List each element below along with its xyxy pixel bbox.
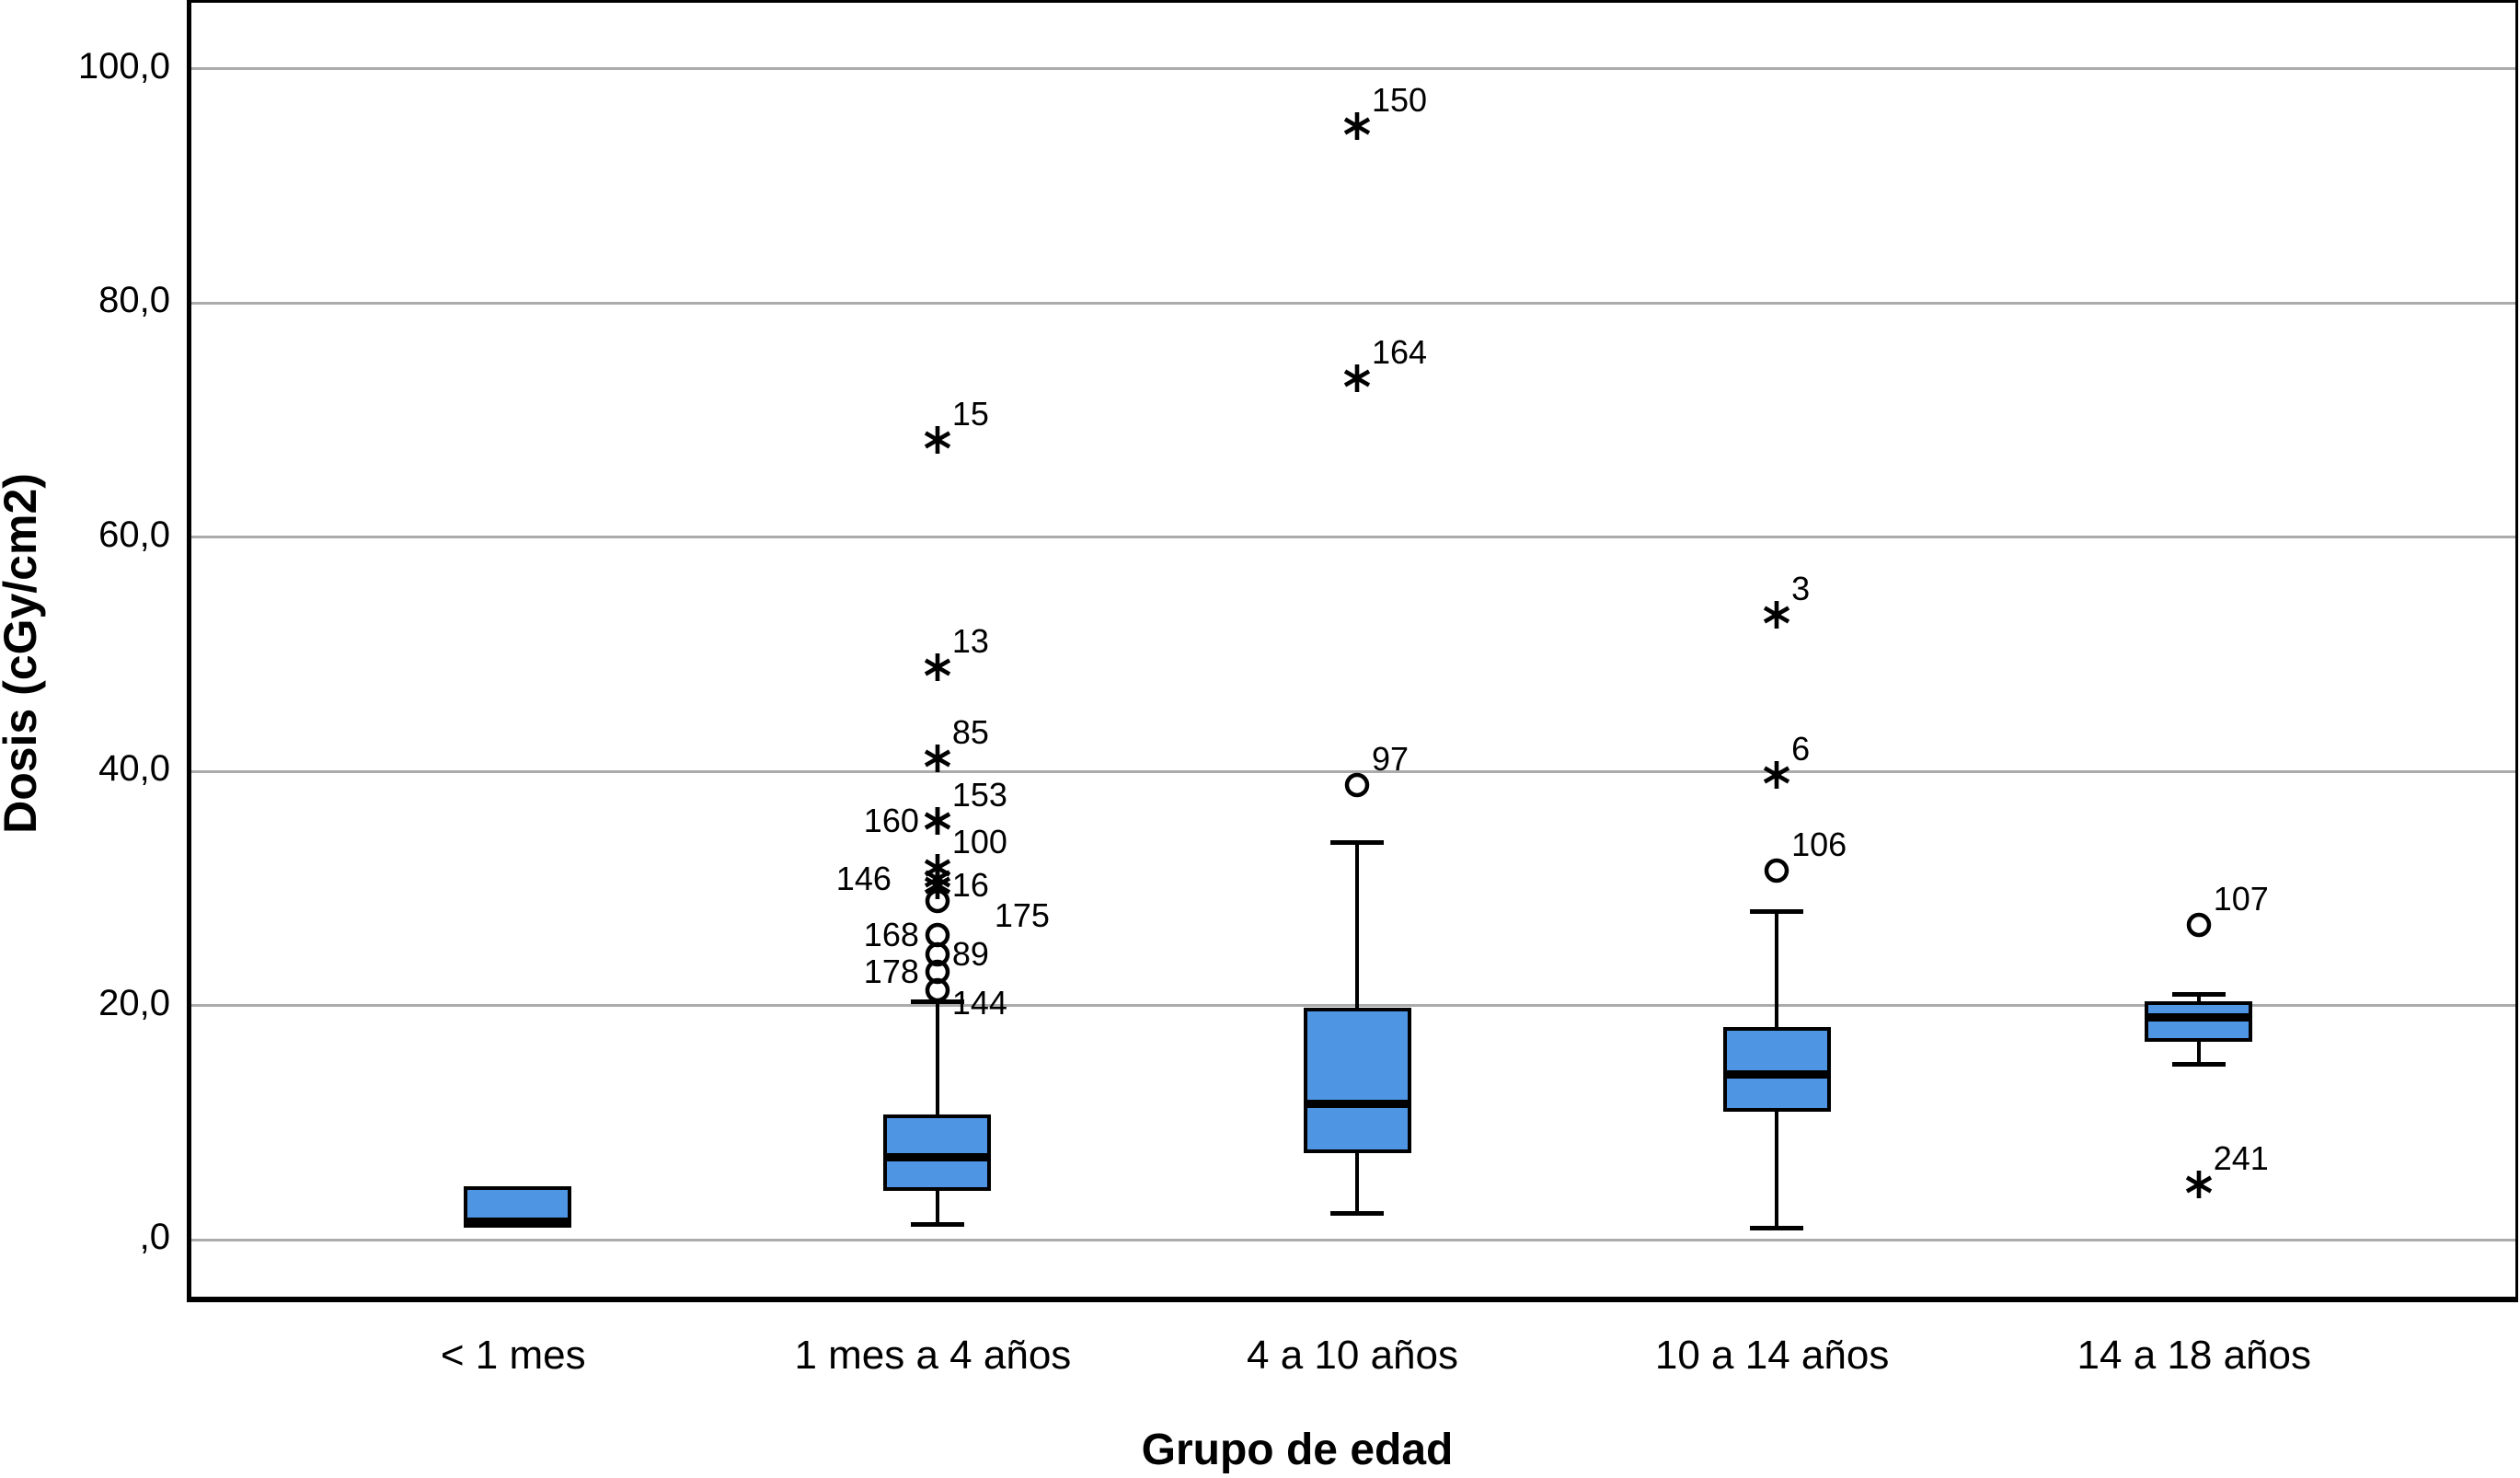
star-outlier-marker [922,424,953,456]
lower-whisker-line [935,1190,939,1225]
outlier-label: 97 [1372,740,1410,779]
x-tick-label: 10 a 14 años [1654,1333,1890,1378]
outlier-label: 85 [951,713,989,752]
box-4-a-10-años [1303,1008,1411,1153]
circle-outlier-marker [924,976,951,1004]
outlier-label: 168 [863,916,919,954]
outlier-label: 144 [951,984,1007,1022]
star-outlier-marker [922,652,953,683]
star-outlier-marker [2183,1169,2215,1200]
outlier-label: 160 [863,801,919,839]
box-10-a-14-años [1722,1026,1831,1113]
y-gridline [191,67,2515,71]
median-line [2145,1012,2253,1022]
outlier-label: 150 [1372,81,1428,120]
outlier-label: 106 [1791,826,1847,864]
upper-whisker-line [935,1000,939,1114]
y-tick-label: 80,0 [98,280,170,321]
lower-whisker-cap [2171,1062,2226,1068]
outlier-label: 241 [2213,1139,2269,1178]
outlier-label: 107 [2213,879,2269,918]
lower-whisker-cap [910,1222,964,1228]
outlier-label: 13 [951,622,989,660]
outlier-label: 3 [1791,569,1811,607]
x-axis-title: Grupo de edad [1141,1426,1454,1474]
star-outlier-marker [1761,599,1792,630]
circle-outlier-marker [924,887,951,915]
y-gridline [191,1004,2515,1008]
y-gridline [191,769,2515,773]
lower-whisker-line [1355,1152,1359,1213]
plot-area: 15 13 85 153 160 100 146 16 175 168 89 178 144 150 164… [187,0,2518,1302]
upper-whisker-cap [1330,839,1384,845]
outlier-label: 89 [951,934,989,973]
star-outlier-marker [1341,363,1373,394]
lower-whisker-line [2196,1042,2201,1065]
circle-outlier-marker [1763,857,1790,884]
circle-outlier-marker [2185,911,2213,939]
star-outlier-marker [922,743,953,774]
outlier-label: 175 [994,896,1050,935]
upper-whisker-line [1775,910,1779,1027]
outlier-label: 164 [1372,332,1428,371]
upper-whisker-cap [2171,991,2226,997]
outlier-label: 100 [951,822,1007,860]
star-outlier-marker [922,870,953,901]
y-tick-label: 40,0 [98,748,170,790]
circle-outlier-marker [1343,771,1371,799]
box-1-mes-a-4-años [883,1114,992,1191]
circle-outlier-marker [924,941,951,968]
y-tick-label: 60,0 [98,514,170,555]
median-line [883,1153,992,1162]
median-line [464,1218,572,1227]
outlier-label: 153 [951,775,1007,814]
x-tick-label: 4 a 10 años [1247,1333,1458,1378]
y-gridline [191,1238,2515,1241]
x-tick-label: < 1 mes [440,1333,586,1378]
star-outlier-marker [922,805,953,837]
outlier-label: 178 [863,952,919,990]
upper-whisker-line [2196,993,2201,1001]
x-tick-label: 1 mes a 4 años [794,1333,1072,1378]
outlier-label: 146 [835,860,892,898]
lower-whisker-cap [1330,1210,1384,1216]
outlier-label: 15 [951,395,989,433]
lower-whisker-line [1775,1112,1779,1229]
star-outlier-marker [1341,110,1373,142]
y-gridline [191,301,2515,305]
upper-whisker-line [1355,841,1359,1009]
y-tick-label: 20,0 [98,982,170,1023]
outlier-label: 16 [951,865,989,904]
upper-whisker-cap [1750,908,1804,914]
y-gridline [191,536,2515,539]
x-tick-label: 14 a 18 años [2077,1333,2311,1378]
star-outlier-marker [1761,759,1792,791]
median-line [1303,1099,1411,1108]
outlier-label: 6 [1791,730,1811,768]
lower-whisker-cap [1750,1226,1804,1231]
y-tick-label: 100,0 [77,45,170,87]
median-line [1722,1070,1831,1080]
y-tick-label: ,0 [139,1217,170,1258]
